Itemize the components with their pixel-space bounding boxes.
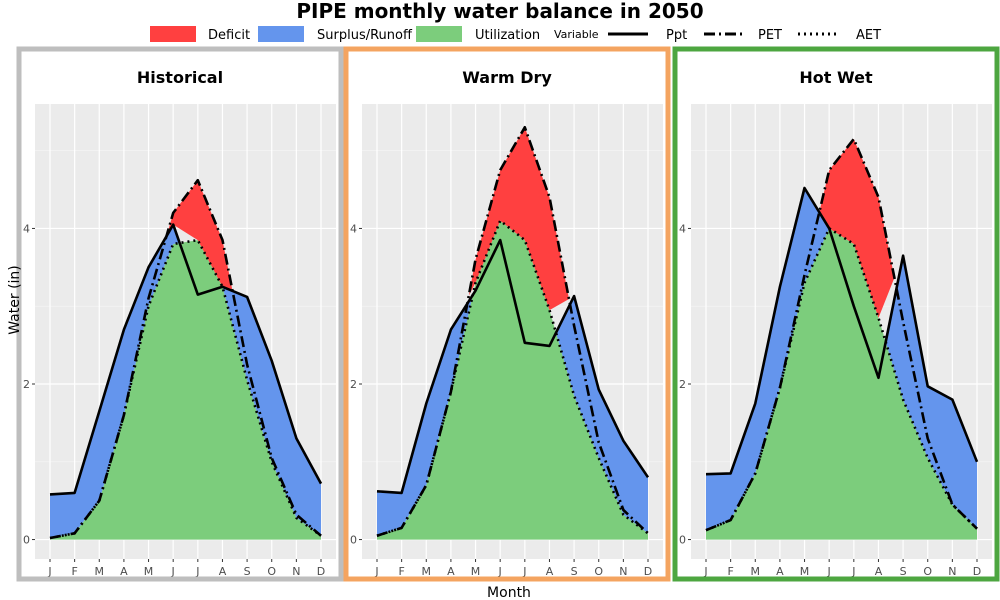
legend-line-label-2: AET [856,28,881,43]
y-tick-label-1-1: 2 [350,378,357,391]
x-tick-label-1-6: J [522,565,526,578]
x-tick-label-2-2: M [751,565,761,578]
x-tick-label-1-7: A [546,565,554,578]
x-tick-label-0-3: A [120,565,128,578]
x-tick-label-1-2: M [422,565,432,578]
chart-title: PIPE monthly water balance in 2050 [296,0,703,23]
x-tick-label-1-0: J [374,565,378,578]
legend-key-0 [150,26,196,42]
panel-title-1: Warm Dry [462,68,552,87]
panel-title-2: Hot Wet [799,68,873,87]
x-axis-label: Month [487,585,531,600]
y-tick-label-1-0: 0 [350,534,357,547]
surplus-area-2-1 [885,255,977,529]
x-tick-label-0-10: N [292,565,300,578]
deficit-area-0-0 [166,180,233,291]
x-tick-label-1-5: J [498,565,502,578]
panel-title-0: Historical [137,68,223,87]
x-tick-label-2-3: A [776,565,784,578]
line-aet-1 [376,219,649,537]
x-tick-label-2-6: J [851,565,855,578]
x-tick-label-2-7: A [875,565,883,578]
y-tick-label-2-0: 0 [679,534,686,547]
line-aet-2 [705,227,978,532]
x-tick-label-1-4: M [471,565,481,578]
line-pet-0 [49,178,322,540]
x-tick-label-1-3: A [447,565,455,578]
utilization-area-1 [377,220,648,540]
utilization-area-2 [706,228,977,540]
x-tick-label-0-7: A [219,565,227,578]
x-tick-label-2-11: D [973,565,981,578]
y-tick-label-2-2: 4 [679,222,686,235]
legend-line-label-0: Ppt [666,28,687,43]
surplus-area-1-1 [556,296,648,534]
surplus-area-0-0 [50,224,180,538]
legend: Deficit Surplus/Runoff Utilization Variable… [150,26,881,43]
x-tick-label-0-0: J [47,565,51,578]
x-tick-label-2-5: J [827,565,831,578]
y-tick-label-0-2: 4 [23,222,30,235]
x-tick-label-0-11: D [317,565,325,578]
x-tick-label-2-9: O [923,565,932,578]
x-tick-label-1-9: O [594,565,603,578]
panel-1: 0 2 4 J F M A M J J A S O N D Warm Dry [343,46,671,582]
legend-line-label-1: PET [758,28,782,43]
legend-variable-title: Variable [554,28,599,41]
y-axis-label: Water (in) [7,265,23,335]
line-ppt-2 [705,186,979,476]
deficit-area-2-0 [819,139,895,318]
x-tick-label-0-2: M [95,565,105,578]
x-tick-label-1-11: D [644,565,652,578]
legend-label-2: Utilization [475,28,540,43]
y-tick-label-2-1: 2 [679,378,686,391]
legend-key-1 [258,26,304,42]
x-tick-label-2-1: F [727,565,733,578]
x-tick-label-2-8: S [900,565,907,578]
legend-label-1: Surplus/Runoff [317,28,413,43]
legend-key-2 [416,26,462,42]
surplus-area-0-1 [222,286,321,536]
panel-border-0 [16,46,344,582]
panel-2: 0 2 4 J F M A M J J A S O N D Hot Wet [672,46,1000,582]
y-tick-label-0-0: 0 [23,534,30,547]
x-tick-label-2-10: N [948,565,956,578]
x-tick-label-0-1: F [71,565,77,578]
panel-0: 0 2 4 J F M A M J J A S O N D Historical [16,46,344,582]
x-tick-label-2-0: J [703,565,707,578]
x-tick-label-1-1: F [398,565,404,578]
line-ppt-0 [49,223,323,496]
surplus-area-2-0 [706,188,830,531]
y-tick-label-0-1: 2 [23,378,30,391]
x-tick-label-0-4: M [144,565,154,578]
x-tick-label-0-9: O [267,565,276,578]
utilization-area-0 [50,240,321,540]
x-tick-label-1-10: N [619,565,627,578]
x-tick-label-1-8: S [571,565,578,578]
x-tick-label-0-6: J [195,565,199,578]
surplus-area-1-0 [377,295,473,536]
panels: 0 2 4 J F M A M J J A S O N D Historical 0 2 4 J F M A M J J A S O N D… [16,46,1000,582]
panel-border-1 [343,46,671,582]
deficit-area-1-0 [468,127,569,311]
legend-label-0: Deficit [208,28,250,43]
x-tick-label-2-4: M [800,565,810,578]
line-ppt-1 [376,238,650,495]
line-pet-2 [705,137,978,532]
y-tick-label-1-2: 4 [350,222,357,235]
x-tick-label-0-8: S [244,565,251,578]
x-tick-label-0-5: J [171,565,175,578]
panel-border-2 [672,46,1000,582]
